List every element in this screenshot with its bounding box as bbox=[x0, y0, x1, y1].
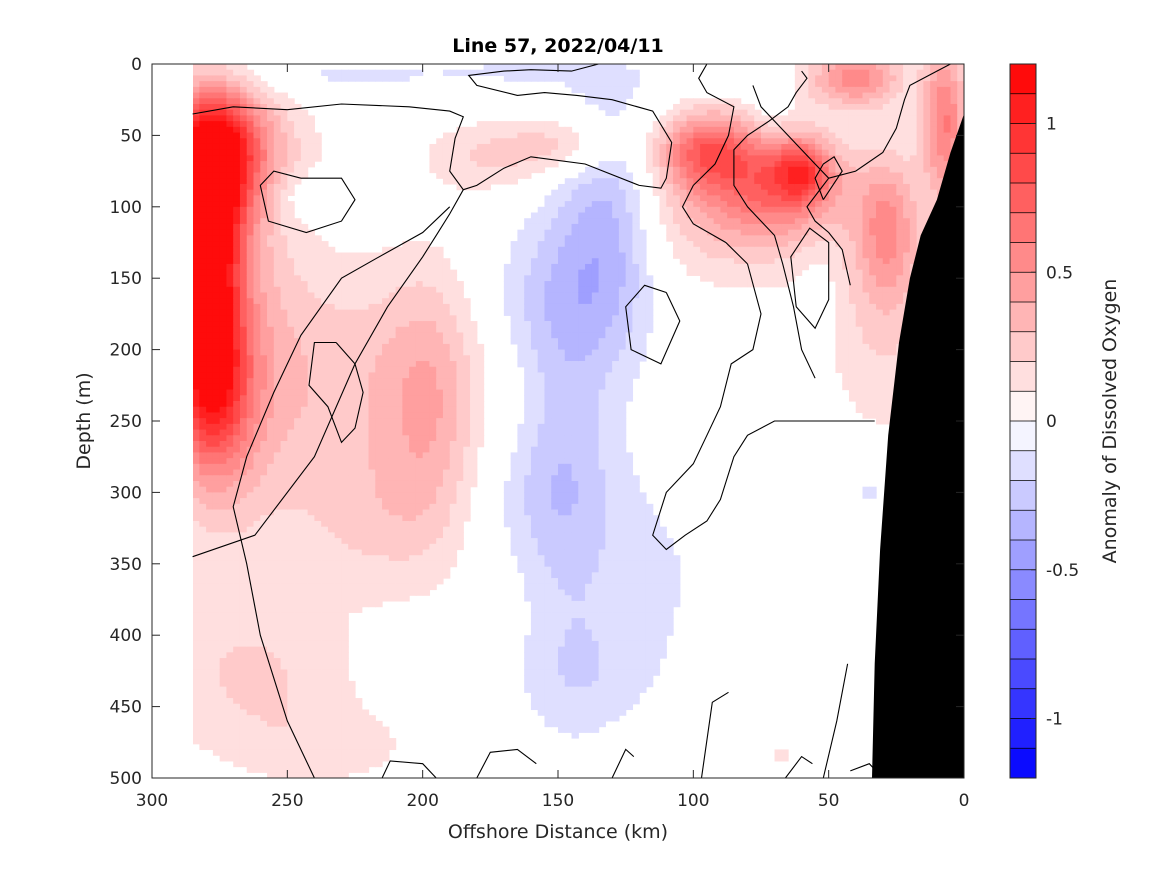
x-axis-label: Offshore Distance (km) bbox=[448, 821, 668, 843]
y-axis-label: Depth (m) bbox=[73, 372, 95, 469]
y-tick-label: 500 bbox=[110, 769, 142, 789]
zero-contour-7 bbox=[381, 760, 437, 778]
colorbar-segment bbox=[1010, 183, 1036, 213]
zero-contour-9 bbox=[700, 691, 729, 778]
zero-contour-16 bbox=[733, 70, 816, 379]
zero-contour-11 bbox=[822, 663, 849, 778]
x-tick-label: 200 bbox=[406, 791, 438, 811]
colorbar-segment bbox=[1010, 480, 1036, 511]
colorbar-tick-label: -0.5 bbox=[1046, 561, 1079, 581]
colorbar-frame bbox=[1009, 63, 1037, 779]
zero-contour-8 bbox=[611, 748, 635, 778]
colorbar-segment bbox=[1010, 421, 1036, 451]
zero-contour-18 bbox=[828, 64, 951, 179]
anomaly-field bbox=[193, 64, 964, 778]
colorbar-label: Anomaly of Dissolved Oxygen bbox=[1099, 279, 1121, 564]
zero-contour-5 bbox=[308, 341, 364, 444]
colorbar-segment bbox=[1010, 510, 1036, 540]
y-tick-label: 100 bbox=[110, 198, 142, 218]
x-tick-label: 300 bbox=[136, 791, 168, 811]
colorbar-segment bbox=[1010, 331, 1036, 362]
colorbar-tick-label: 1 bbox=[1046, 115, 1057, 135]
colorbar-segment bbox=[1010, 242, 1036, 273]
y-tick-label: 150 bbox=[110, 269, 142, 289]
colorbar-segment bbox=[1010, 123, 1036, 154]
colorbar-tick-label: -1 bbox=[1046, 710, 1063, 730]
zero-contour-4 bbox=[259, 170, 356, 234]
zero-contour-17 bbox=[752, 85, 851, 286]
colorbar-segment bbox=[1010, 64, 1036, 94]
zero-contour-6 bbox=[476, 748, 537, 778]
zero-contour-14 bbox=[681, 64, 748, 265]
x-axis-ticks: 300 250 200 150 100 50 0 bbox=[136, 64, 970, 811]
colorbar-segment bbox=[1010, 212, 1036, 243]
x-tick-label: 100 bbox=[677, 791, 709, 811]
zero-contour-3 bbox=[232, 206, 451, 778]
y-tick-label: 300 bbox=[110, 483, 142, 503]
colorbar-segment bbox=[1010, 688, 1036, 719]
zero-contour-20 bbox=[790, 227, 830, 330]
colorbar-segment bbox=[1010, 540, 1036, 570]
y-tick-label: 0 bbox=[131, 55, 142, 75]
colorbar-segment bbox=[1010, 272, 1036, 302]
colorbar-segment bbox=[1010, 748, 1036, 778]
y-tick-label: 200 bbox=[110, 341, 142, 361]
y-tick-label: 450 bbox=[110, 698, 142, 718]
chart-title: Line 57, 2022/04/11 bbox=[452, 35, 664, 57]
zero-contour-10 bbox=[784, 755, 813, 778]
x-tick-label: 250 bbox=[271, 791, 303, 811]
y-axis-ticks: 0 50 100 150 200 250 300 350 400 450 500 bbox=[110, 55, 964, 789]
colorbar-segment bbox=[1010, 302, 1036, 332]
colorbar-segment bbox=[1010, 659, 1036, 689]
zero-contour-15 bbox=[652, 263, 875, 551]
colorbar-segment bbox=[1010, 93, 1036, 124]
colorbar-segment bbox=[1010, 629, 1036, 659]
colorbar-tick-label: 0 bbox=[1046, 412, 1057, 432]
colorbar-ticks: 1 0.5 0 -0.5 -1 bbox=[1031, 115, 1079, 730]
seafloor-bathymetry bbox=[872, 114, 964, 778]
x-tick-label: 150 bbox=[542, 791, 574, 811]
colorbar-segment bbox=[1010, 450, 1036, 481]
colorbar-segment bbox=[1010, 361, 1036, 392]
zero-contour-13 bbox=[625, 284, 681, 365]
zero-contour-1 bbox=[192, 64, 673, 191]
x-tick-label: 50 bbox=[818, 791, 840, 811]
zero-contour-19 bbox=[814, 156, 843, 201]
colorbar-segment bbox=[1010, 599, 1036, 630]
bathymetry-layer bbox=[872, 114, 964, 778]
y-tick-label: 250 bbox=[110, 412, 142, 432]
colorbar-segment bbox=[1010, 569, 1036, 600]
zero-contour-2 bbox=[192, 189, 464, 558]
x-tick-label: 0 bbox=[959, 791, 970, 811]
y-tick-label: 50 bbox=[120, 126, 142, 146]
colorbar-segment bbox=[1010, 391, 1036, 421]
colorbar-segment bbox=[1010, 718, 1036, 749]
y-tick-label: 350 bbox=[110, 555, 142, 575]
colorbar-segment bbox=[1010, 153, 1036, 183]
colorbar-tick-label: 0.5 bbox=[1046, 263, 1073, 283]
y-tick-label: 400 bbox=[110, 626, 142, 646]
colorbar bbox=[1010, 64, 1036, 778]
